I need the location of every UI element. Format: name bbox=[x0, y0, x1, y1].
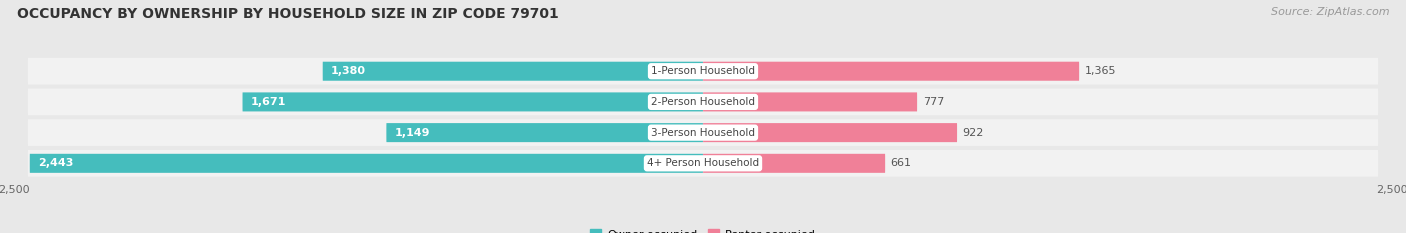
FancyBboxPatch shape bbox=[30, 154, 703, 173]
Text: 2-Person Household: 2-Person Household bbox=[651, 97, 755, 107]
Text: 2,443: 2,443 bbox=[38, 158, 73, 168]
Text: Source: ZipAtlas.com: Source: ZipAtlas.com bbox=[1271, 7, 1389, 17]
Legend: Owner-occupied, Renter-occupied: Owner-occupied, Renter-occupied bbox=[586, 225, 820, 233]
Text: 922: 922 bbox=[963, 128, 984, 138]
Text: 777: 777 bbox=[922, 97, 943, 107]
FancyBboxPatch shape bbox=[323, 62, 703, 81]
Text: 1-Person Household: 1-Person Household bbox=[651, 66, 755, 76]
Text: 1,671: 1,671 bbox=[250, 97, 287, 107]
FancyBboxPatch shape bbox=[703, 93, 917, 111]
FancyBboxPatch shape bbox=[28, 89, 1378, 115]
Text: 1,149: 1,149 bbox=[395, 128, 430, 138]
FancyBboxPatch shape bbox=[387, 123, 703, 142]
FancyBboxPatch shape bbox=[703, 62, 1080, 81]
Text: OCCUPANCY BY OWNERSHIP BY HOUSEHOLD SIZE IN ZIP CODE 79701: OCCUPANCY BY OWNERSHIP BY HOUSEHOLD SIZE… bbox=[17, 7, 558, 21]
FancyBboxPatch shape bbox=[28, 58, 1378, 85]
FancyBboxPatch shape bbox=[242, 93, 703, 111]
FancyBboxPatch shape bbox=[28, 119, 1378, 146]
FancyBboxPatch shape bbox=[703, 123, 957, 142]
FancyBboxPatch shape bbox=[703, 154, 886, 173]
Text: 661: 661 bbox=[890, 158, 911, 168]
Text: 1,380: 1,380 bbox=[330, 66, 366, 76]
Text: 3-Person Household: 3-Person Household bbox=[651, 128, 755, 138]
Text: 1,365: 1,365 bbox=[1084, 66, 1116, 76]
Text: 4+ Person Household: 4+ Person Household bbox=[647, 158, 759, 168]
FancyBboxPatch shape bbox=[28, 150, 1378, 177]
